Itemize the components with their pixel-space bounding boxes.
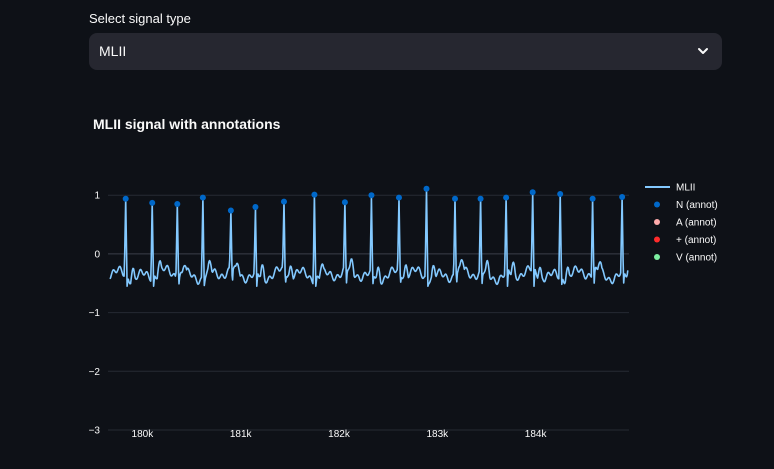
annotation-point bbox=[557, 191, 564, 198]
annotation-point bbox=[149, 199, 156, 206]
x-tick-label: 183k bbox=[426, 429, 449, 440]
x-tick-label: 181k bbox=[230, 429, 253, 440]
signal-type-select[interactable]: MLII bbox=[89, 33, 722, 70]
legend-item[interactable]: N (annot) bbox=[654, 200, 718, 211]
annotation-point bbox=[280, 198, 287, 205]
y-tick-label: 1 bbox=[94, 191, 100, 202]
y-tick-label: −3 bbox=[89, 426, 101, 437]
legend[interactable]: MLII N (annot) A (annot) + (annot) V (annot) bbox=[645, 183, 718, 264]
annotation-point bbox=[122, 195, 129, 202]
chevron-down-icon bbox=[698, 48, 708, 54]
annotation-point bbox=[503, 194, 510, 201]
y-tick-label: 0 bbox=[94, 249, 100, 260]
annotation-point bbox=[311, 191, 318, 198]
y-tick-label: −1 bbox=[89, 308, 101, 319]
x-axis-ticks: 180k 181k 182k 183k 184k bbox=[132, 429, 548, 440]
x-tick-label: 180k bbox=[132, 429, 155, 440]
annotation-point bbox=[423, 185, 430, 192]
legend-label: A (annot) bbox=[676, 218, 717, 229]
annotation-point bbox=[368, 192, 375, 199]
annotation-markers bbox=[122, 185, 626, 214]
legend-item[interactable]: A (annot) bbox=[654, 218, 717, 229]
legend-swatch-marker bbox=[654, 254, 660, 260]
x-tick-label: 184k bbox=[525, 429, 548, 440]
grid-lines bbox=[108, 194, 629, 431]
legend-label: MLII bbox=[676, 183, 695, 194]
legend-swatch-marker bbox=[654, 236, 660, 243]
x-tick-label: 182k bbox=[328, 429, 351, 440]
annotation-point bbox=[395, 194, 402, 201]
annotation-point bbox=[619, 193, 626, 200]
annotation-point bbox=[529, 189, 536, 196]
y-axis-ticks: 1 0 −1 −2 −3 bbox=[89, 191, 101, 437]
annotation-point bbox=[452, 195, 459, 202]
annotation-point bbox=[199, 194, 206, 201]
y-tick-label: −2 bbox=[89, 367, 101, 378]
signal-type-value: MLII bbox=[99, 43, 127, 59]
legend-swatch-marker bbox=[654, 201, 660, 208]
annotation-point bbox=[174, 201, 181, 208]
annotation-point bbox=[477, 195, 484, 202]
annotation-point bbox=[252, 203, 259, 210]
chart-title: MLII signal with annotations bbox=[93, 116, 281, 132]
legend-label: V (annot) bbox=[676, 253, 717, 264]
signal-type-label: Select signal type bbox=[89, 11, 191, 26]
legend-label: + (annot) bbox=[676, 235, 716, 246]
series-line-mlii bbox=[109, 188, 629, 287]
annotation-point bbox=[341, 199, 348, 206]
legend-label: N (annot) bbox=[676, 200, 718, 211]
annotation-point bbox=[227, 207, 234, 214]
annotation-point bbox=[589, 195, 596, 202]
legend-item[interactable]: V (annot) bbox=[654, 253, 717, 264]
legend-item[interactable]: MLII bbox=[645, 183, 695, 194]
legend-swatch-marker bbox=[654, 219, 660, 225]
legend-item[interactable]: + (annot) bbox=[654, 235, 716, 246]
